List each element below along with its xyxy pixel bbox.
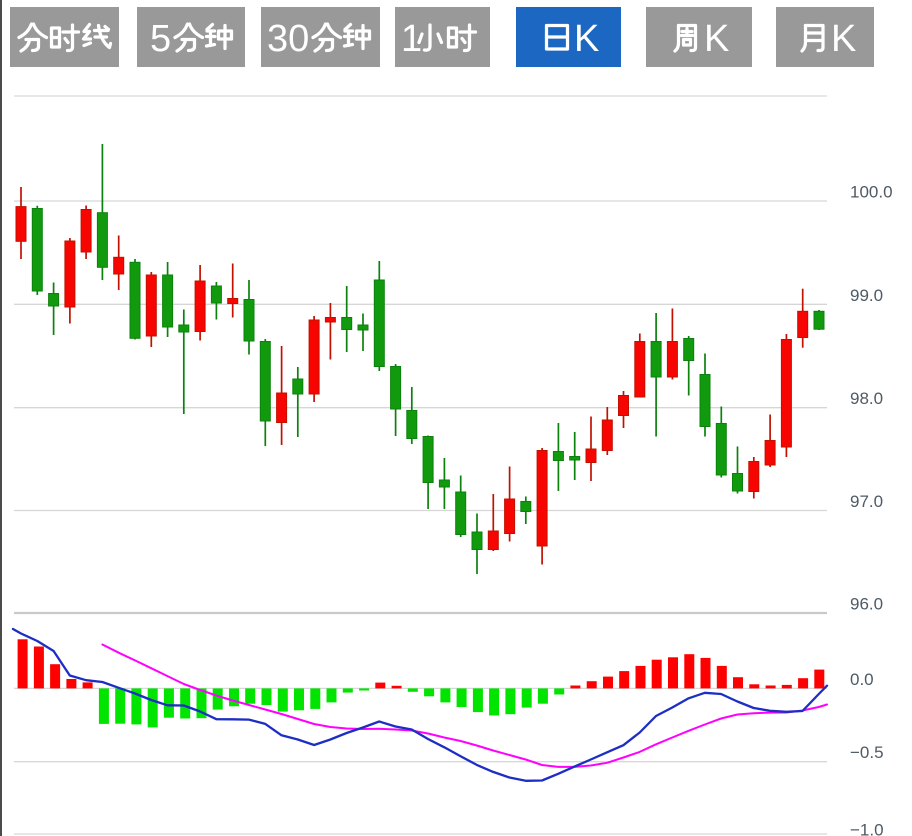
svg-text:96.0: 96.0	[850, 595, 883, 614]
svg-text:K: K	[704, 18, 729, 60]
svg-text:K: K	[831, 18, 856, 60]
svg-text:98.0: 98.0	[850, 389, 883, 408]
svg-text:97.0: 97.0	[850, 492, 883, 511]
svg-text:0.0: 0.0	[850, 670, 874, 689]
svg-text:30: 30	[267, 18, 309, 60]
svg-text:−1.0: −1.0	[850, 821, 884, 836]
svg-text:−0.5: −0.5	[850, 743, 884, 762]
svg-text:99.0: 99.0	[850, 286, 883, 305]
svg-text:1: 1	[401, 18, 422, 60]
svg-text:K: K	[574, 18, 599, 60]
svg-text:5: 5	[150, 18, 171, 60]
svg-text:100.0: 100.0	[850, 183, 893, 202]
